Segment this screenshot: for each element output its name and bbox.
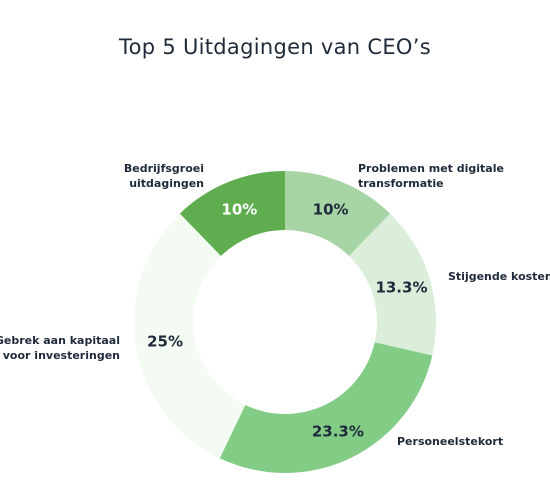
slice-value-label: 10% [221, 200, 257, 218]
category-label-line: Personeelstekort [397, 435, 503, 448]
slice-value-label: 13.3% [375, 278, 427, 296]
category-label-line: Problemen met digitale [358, 162, 504, 175]
category-label-line: transformatie [358, 177, 444, 190]
category-label: Personeelstekort [397, 435, 503, 448]
donut-slice [179, 171, 285, 256]
donut-slice [349, 213, 436, 356]
category-label: Gebrek aan kapitaal voor investeringen [0, 334, 120, 362]
category-label-line: Bedrijfsgroei [124, 162, 204, 175]
category-label-line: uitdagingen [129, 177, 204, 190]
chart-title: Top 5 Uitdagingen van CEO’s [119, 35, 431, 59]
category-label: Stijgende kosten [448, 270, 550, 283]
donut-slice [285, 171, 391, 256]
slice-value-label: 23.3% [312, 422, 364, 440]
category-label-line: Stijgende kosten [448, 270, 550, 283]
slice-value-label: 10% [313, 200, 349, 218]
donut-slice [134, 213, 246, 459]
category-label: Problemen met digitale transformatie [358, 162, 504, 190]
category-label-line: voor investeringen [3, 349, 120, 362]
category-label-line: Gebrek aan kapitaal [0, 334, 120, 347]
slice-value-label: 25% [147, 333, 183, 351]
donut-slice [219, 342, 433, 473]
category-label: Bedrijfsgroei uitdagingen [124, 162, 204, 190]
